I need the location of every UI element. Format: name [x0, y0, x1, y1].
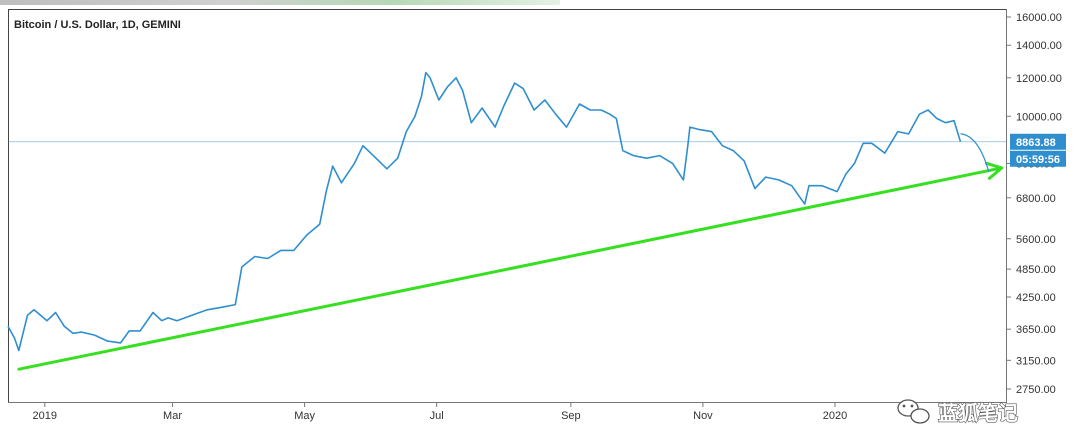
last-price-tag — [1010, 133, 1066, 150]
time-tick-label: 2020 — [823, 410, 847, 422]
countdown-tag — [1010, 150, 1066, 167]
price-tick-label: 2750.00 — [1016, 384, 1056, 396]
trendline — [17, 166, 1004, 371]
price-tick-label: 10000.00 — [1016, 111, 1062, 123]
top-toolbar-strip — [0, 0, 560, 5]
price-tick-label: 4250.00 — [1016, 292, 1056, 304]
last-price-layer: 8863.88 05:59:56 — [8, 133, 1066, 167]
chart-title: Bitcoin / U.S. Dollar, 1D, GEMINI — [14, 19, 181, 31]
time-tick-label: Mar — [163, 410, 182, 422]
price-tick-label: 5600.00 — [1016, 234, 1056, 246]
wechat-icon — [897, 399, 930, 424]
price-tick-label: 14000.00 — [1016, 40, 1062, 52]
trendline-arrowhead — [984, 161, 1004, 180]
series-layer — [7, 71, 990, 352]
price-tick-label: 12000.00 — [1016, 73, 1062, 85]
last-price-label: 8863.88 — [1016, 137, 1056, 149]
price-tick-label: 6800.00 — [1016, 193, 1056, 205]
time-tick-label: Jul — [430, 410, 444, 422]
plot-frame — [8, 9, 1007, 403]
time-tick-label: May — [294, 410, 315, 422]
countdown-label: 05:59:56 — [1016, 154, 1060, 166]
price-tick-label: 4850.00 — [1016, 264, 1056, 276]
time-axis[interactable]: 2019 Mar May Jul Sep Nov 2020 — [33, 402, 848, 422]
time-tick-label: Sep — [561, 410, 581, 422]
projection-curve — [960, 133, 990, 172]
time-tick-label: Nov — [693, 410, 713, 422]
time-tick-label: 2019 — [33, 410, 57, 422]
trendline-layer — [17, 161, 1004, 371]
watermark: 蓝狐笔记 — [897, 399, 1019, 426]
price-tick-label: 16000.00 — [1016, 12, 1062, 24]
price-series-line — [7, 71, 962, 352]
price-tick-label: 3650.00 — [1016, 324, 1056, 336]
price-tick-label: 3150.00 — [1016, 355, 1056, 367]
price-axis[interactable]: 16000.0014000.0012000.0010000.008000.006… — [1006, 12, 1062, 396]
watermark-text: 蓝狐笔记 — [938, 401, 1018, 425]
